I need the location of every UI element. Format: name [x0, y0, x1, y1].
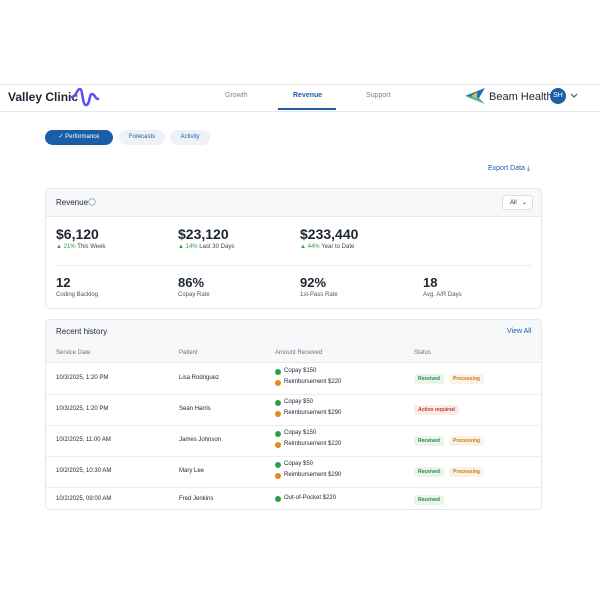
status-badge: Received [414, 495, 444, 505]
amount: Reimbursement $220 [284, 379, 342, 385]
amount: Copay $50 [284, 461, 314, 467]
stat-label: Copay Rate [178, 292, 210, 298]
metric-change: ▲ 44% Year to Date [300, 244, 355, 250]
stat-value: 92% [300, 275, 327, 290]
tab[interactable]: Forecasts [119, 130, 165, 145]
partner-name: Beam Health [489, 91, 553, 103]
tab-label: Forecasts [128, 134, 156, 140]
metric-value: $23,120 [178, 226, 229, 242]
tab-label: Activity [180, 134, 200, 140]
column-header: Patient [179, 350, 198, 356]
history-title: Recent history [56, 327, 108, 336]
stat-label: 1st-Pass Rate [300, 292, 338, 298]
amount-icon [275, 441, 281, 448]
stat-value: 12 [56, 275, 71, 290]
status-badge: Received [414, 466, 444, 477]
service-date: 10/2/2025, 11:00 AM [56, 436, 111, 443]
divider [56, 265, 533, 266]
service-date: 10/3/2025, 1:20 PM [56, 374, 109, 381]
patient: Lisa Rodriguez [179, 374, 220, 381]
amount: Reimbursement $290 [284, 472, 342, 478]
patient: Fred Jenkins [179, 496, 214, 502]
view-all[interactable]: View All [507, 328, 532, 335]
nav-item[interactable]: Growth [225, 92, 248, 99]
patient: Sean Harris [179, 405, 211, 412]
amount-icon [275, 410, 281, 417]
stat-value: 86% [178, 275, 205, 290]
brand: Valley Clinic [8, 90, 79, 104]
export-button[interactable]: Export Data ⤓ [488, 165, 531, 172]
tab[interactable]: Activity [170, 130, 210, 145]
row-divider [46, 425, 541, 426]
row-divider [46, 487, 541, 488]
amount: Copay $50 [284, 399, 314, 405]
row-divider [46, 456, 541, 457]
amount-icon [275, 430, 281, 437]
amount: Copay $150 [284, 368, 317, 374]
revenue-title: Revenue [56, 198, 89, 207]
avatar[interactable]: SH [550, 88, 566, 104]
metric-value: $6,120 [56, 226, 99, 242]
history-card: Recent history View All Service Date Pati… [45, 319, 542, 510]
metric-change: ▲ 14% Last 30 Days [178, 244, 235, 250]
patient: Mary Lee [179, 467, 205, 474]
column-header: Service Date [56, 350, 91, 356]
partner-logo [465, 88, 485, 104]
brand-logo [70, 87, 100, 107]
status-badge: Action required [414, 404, 459, 415]
revenue-card: Revenue All ⌄ $6,120 ▲ 21% This Week $23,12… [45, 188, 542, 309]
filter-label: All [510, 200, 517, 206]
service-date: 10/3/2025, 1:20 PM [56, 405, 109, 412]
status-badge: Processing [449, 373, 484, 384]
service-date: 10/2/2025, 09:00 AM [56, 496, 112, 502]
history-header [46, 320, 541, 345]
change-period: Last 30 Days [199, 244, 235, 250]
amount-icon [275, 472, 281, 479]
metric-value: $233,440 [300, 226, 359, 242]
nav-item[interactable]: Revenue [293, 92, 323, 99]
amount: Reimbursement $290 [284, 410, 342, 416]
status-badge: Processing [449, 435, 484, 446]
amount-icon [275, 495, 281, 502]
change-period: Year to Date [321, 244, 355, 250]
stat-value: 18 [423, 275, 438, 290]
nav-item[interactable]: Support [366, 92, 391, 99]
amount-icon [275, 399, 281, 406]
revenue-filter[interactable]: All ⌄ [502, 195, 533, 210]
column-header: Status [414, 350, 432, 356]
stat-label: Coding Backlog [56, 292, 99, 298]
amount-icon [275, 368, 281, 375]
change-value: 44% [307, 244, 320, 250]
change-value: 14% [185, 244, 198, 250]
status-badge: Received [414, 373, 444, 384]
amount-icon [275, 461, 281, 468]
metric-change: ▲ 21% This Week [56, 244, 106, 250]
status-badge: Processing [449, 466, 484, 477]
avatar-chevron[interactable] [570, 93, 578, 99]
column-header-row [46, 344, 541, 363]
export-label: Export Data [488, 165, 525, 172]
change-period: This Week [77, 244, 106, 250]
tab-label: Performance [65, 134, 100, 140]
info-icon[interactable] [88, 198, 96, 206]
amount-icon [275, 379, 281, 386]
top-bar [0, 84, 600, 112]
revenue-header [46, 189, 541, 217]
stat-label: Avg. A/R Days [423, 292, 462, 298]
status-badge: Received [414, 435, 444, 446]
service-date: 10/2/2025, 10:30 AM [56, 467, 112, 474]
nav-underline [278, 108, 336, 110]
amount: Copay $150 [284, 430, 317, 436]
column-header: Amount Received [275, 350, 323, 356]
amount: Out-of-Pocket $220 [284, 495, 337, 501]
patient: James Johnson [179, 436, 222, 443]
change-value: 21% [63, 244, 76, 250]
tab[interactable]: ✓ Performance [45, 130, 113, 145]
row-divider [46, 394, 541, 395]
amount: Reimbursement $220 [284, 441, 342, 447]
